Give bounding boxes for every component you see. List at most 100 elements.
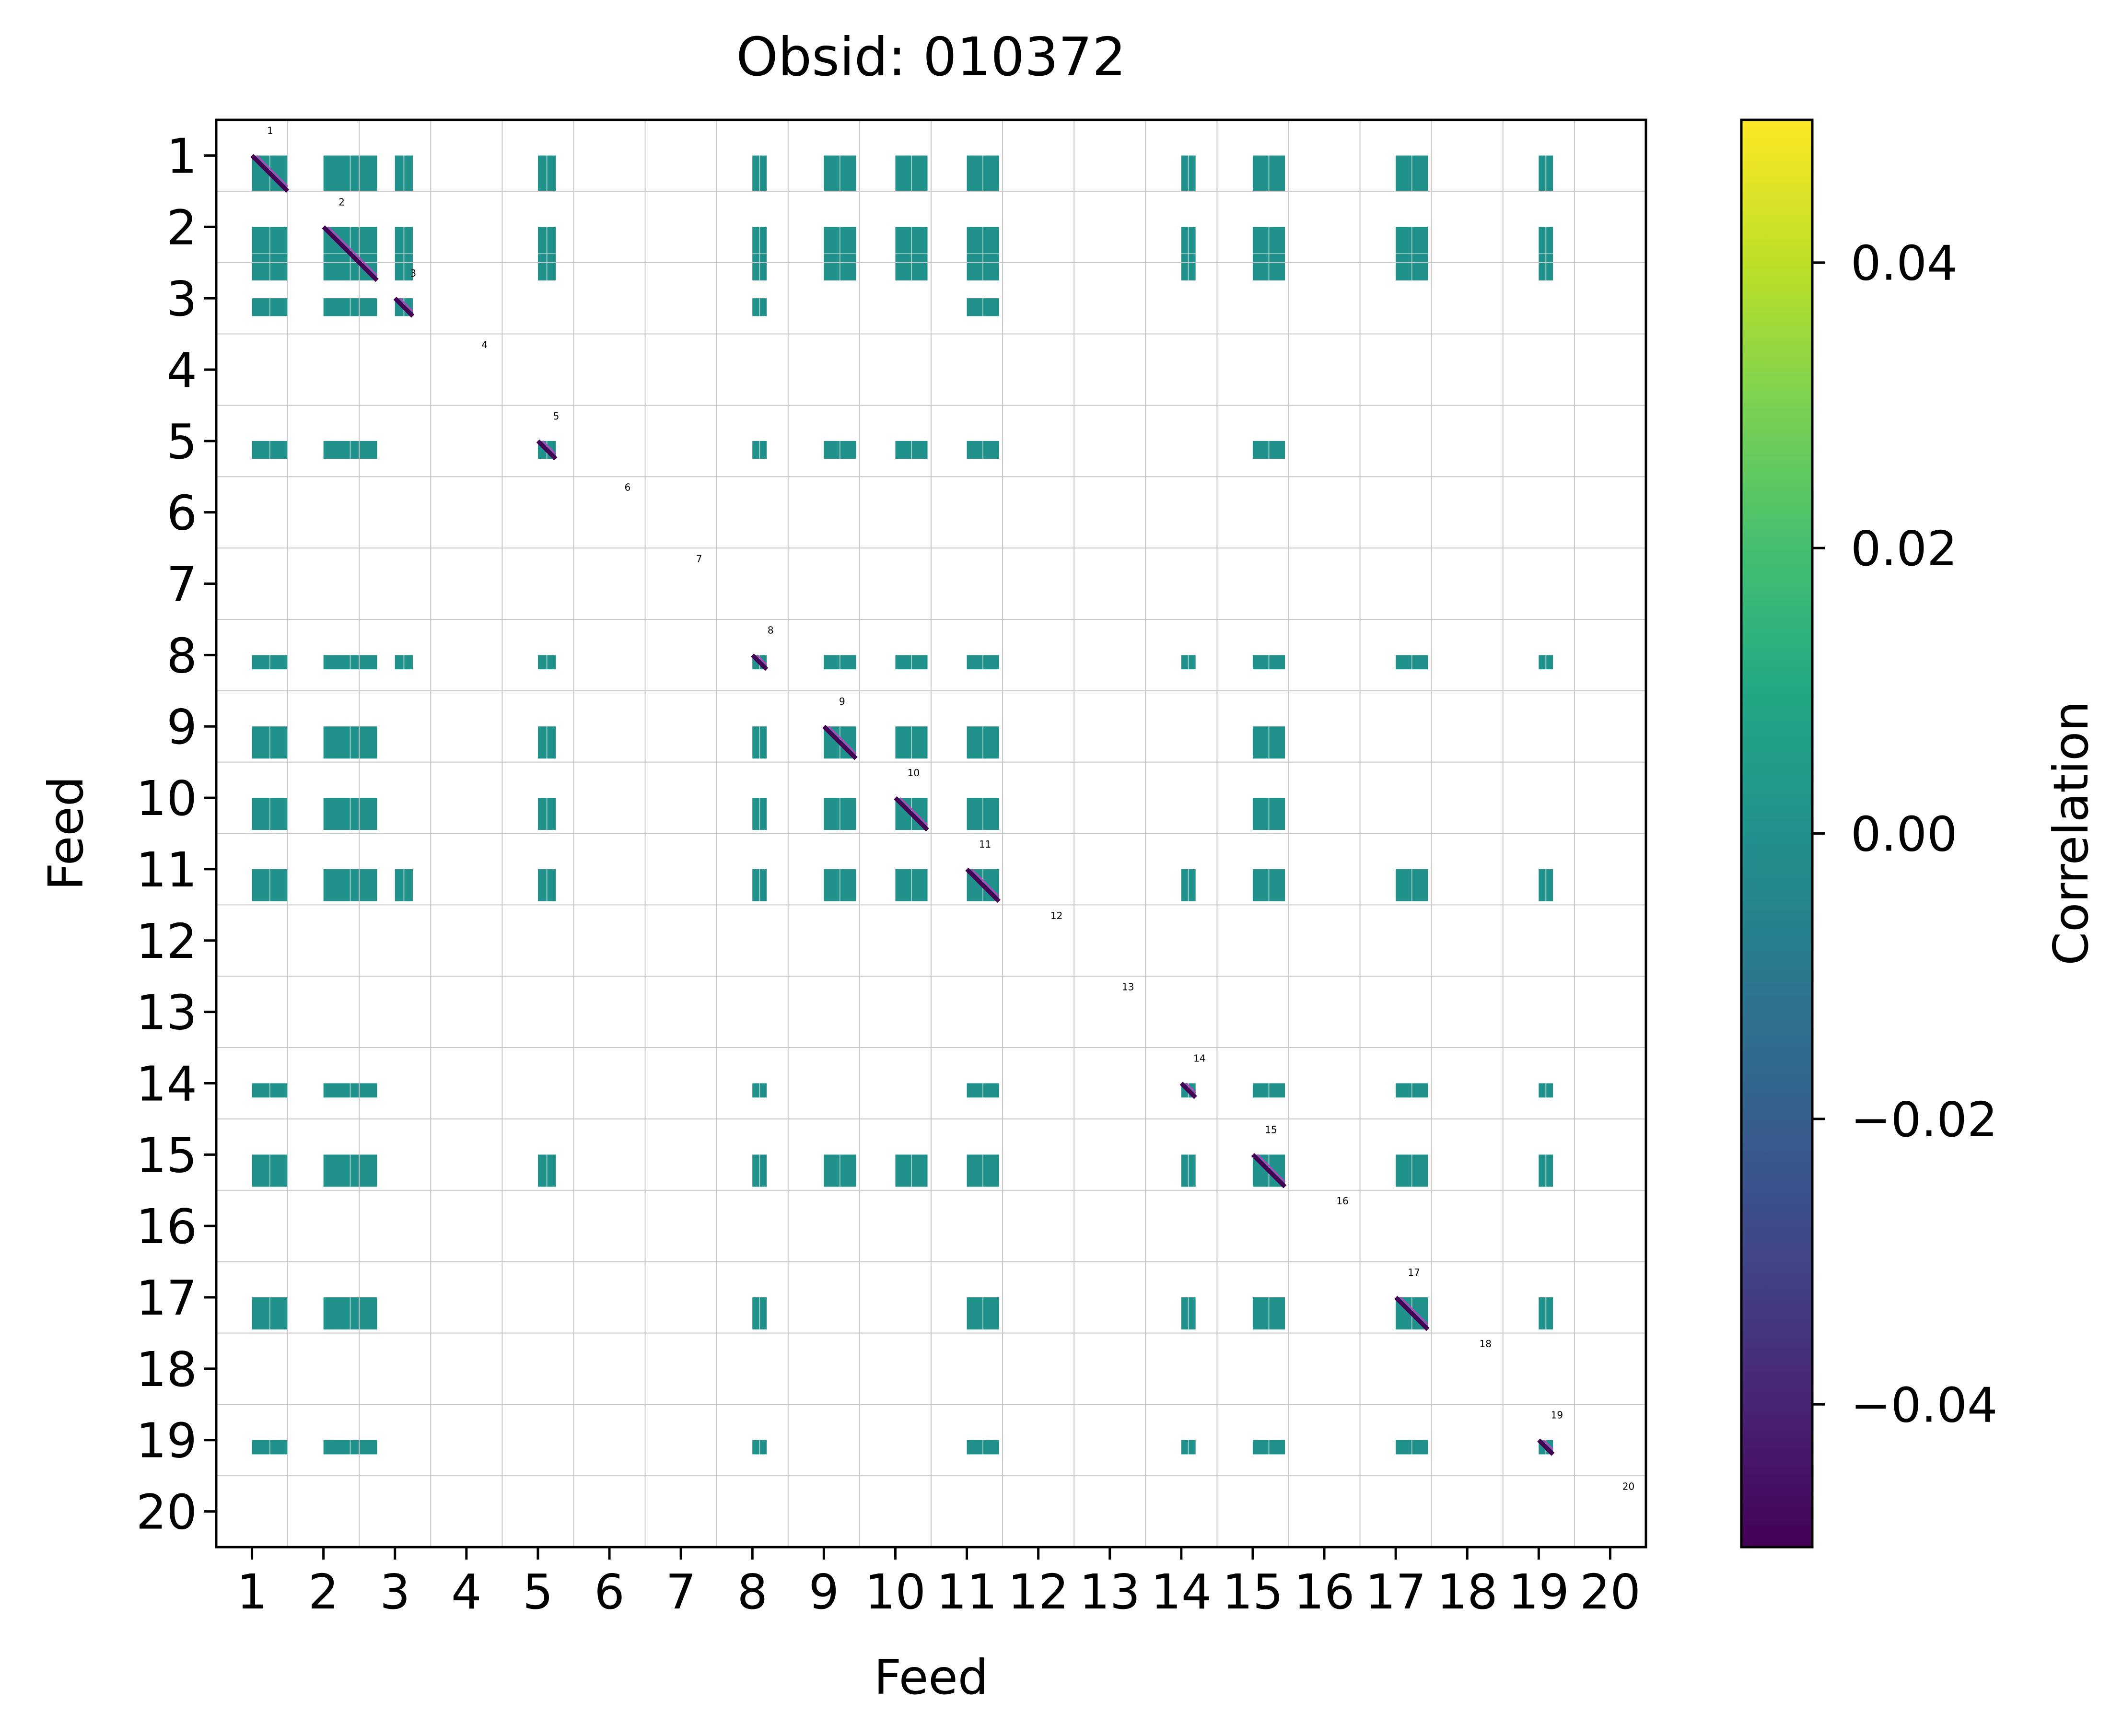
block-2-5 — [537, 227, 556, 280]
block-8-3 — [395, 655, 413, 670]
x-tick-label: 19 — [1508, 1564, 1569, 1620]
block-19-14 — [1181, 1440, 1196, 1455]
block-9-1 — [252, 726, 288, 759]
block-9-15 — [1252, 726, 1285, 759]
diagonal-label: 3 — [410, 268, 416, 279]
diagonal-label: 13 — [1122, 981, 1134, 993]
block-19-2 — [323, 1440, 377, 1455]
block-2-14 — [1181, 227, 1196, 280]
block-2-1 — [252, 227, 288, 280]
x-tick-label: 11 — [936, 1564, 997, 1620]
block-14-1 — [252, 1083, 288, 1098]
y-tick-label: 16 — [136, 1199, 197, 1255]
block-14-15 — [1252, 1083, 1285, 1098]
y-tick-label: 18 — [136, 1341, 197, 1398]
block-3-8 — [752, 298, 767, 316]
block-19-8 — [752, 1440, 767, 1455]
block-1-10 — [895, 155, 928, 191]
x-tick-label: 17 — [1365, 1564, 1426, 1620]
diagonal-label: 14 — [1193, 1052, 1205, 1064]
diagonal-accent — [1185, 1083, 1196, 1094]
block-15-8 — [752, 1154, 767, 1187]
diagonal-label: 16 — [1336, 1195, 1348, 1207]
block-1-19 — [1539, 155, 1553, 191]
x-tick-label: 6 — [594, 1564, 625, 1620]
plot-frame — [215, 118, 1647, 1549]
block-10-9 — [824, 798, 856, 830]
diagonal-label: 7 — [696, 553, 702, 565]
x-tick-label: 16 — [1294, 1564, 1354, 1620]
diagonal-line — [322, 225, 379, 282]
block-2-3 — [395, 227, 413, 280]
x-axis-label: Feed — [874, 1649, 989, 1705]
diagonal-label: 6 — [625, 482, 631, 493]
block-15-17 — [1396, 1154, 1428, 1187]
block-8-11 — [967, 655, 999, 670]
y-tick-label: 1 — [166, 128, 197, 184]
x-tick-label: 8 — [737, 1564, 768, 1620]
block-11-10 — [895, 869, 928, 901]
block-9-11 — [967, 726, 999, 759]
block-2-11 — [967, 227, 999, 280]
block-11-8 — [752, 869, 767, 901]
x-tick-label: 9 — [809, 1564, 840, 1620]
diagonal-accent — [1400, 1296, 1429, 1326]
diagonal-label: 2 — [338, 196, 345, 208]
block-11-17 — [1396, 869, 1428, 901]
block-11-15 — [1252, 869, 1285, 901]
block-9-2 — [323, 726, 377, 759]
x-tick-label: 1 — [237, 1564, 268, 1620]
block-19-11 — [967, 1440, 999, 1455]
block-3-11 — [967, 298, 999, 316]
block-5-15 — [1252, 441, 1285, 459]
block-8-1 — [252, 655, 288, 670]
block-15-9 — [824, 1154, 856, 1187]
block-5-1 — [252, 441, 288, 459]
diagonal-line — [894, 796, 929, 832]
block-10-15 — [1252, 798, 1285, 830]
block-9-8 — [752, 726, 767, 759]
block-8-19 — [1539, 655, 1553, 670]
diagonal-line — [250, 154, 290, 193]
block-1-9 — [824, 155, 856, 191]
grid-lines — [216, 120, 1646, 1547]
y-tick-label: 19 — [136, 1413, 197, 1469]
block-1-15 — [1252, 155, 1285, 191]
diagonal-line — [1179, 1082, 1197, 1099]
colorbar-tick-label: −0.02 — [1851, 1092, 1997, 1148]
block-14-11 — [967, 1083, 999, 1098]
block-14-19 — [1539, 1083, 1553, 1098]
y-tick-label: 17 — [136, 1270, 197, 1326]
x-tick-label: 4 — [451, 1564, 482, 1620]
block-11-14 — [1181, 869, 1196, 901]
block-15-19 — [1539, 1154, 1553, 1187]
y-tick-label: 9 — [166, 699, 197, 755]
diagonal-label: 18 — [1480, 1338, 1492, 1350]
block-8-2 — [323, 655, 377, 670]
block-10-8 — [752, 798, 767, 830]
x-tick-label: 2 — [308, 1564, 339, 1620]
diagonal-accent — [1257, 1154, 1286, 1183]
diagonal-label: 12 — [1050, 910, 1062, 921]
diagonal-label: 20 — [1622, 1481, 1634, 1492]
y-tick-label: 15 — [136, 1127, 197, 1183]
block-15-14 — [1181, 1154, 1196, 1187]
diagonal-line — [1251, 1153, 1287, 1188]
block-1-17 — [1396, 155, 1428, 191]
block-15-2 — [323, 1154, 377, 1187]
x-tick-label: 10 — [865, 1564, 926, 1620]
colorbar-tick-label: −0.04 — [1851, 1377, 1997, 1433]
colorbar-tick-label: 0.02 — [1851, 521, 1958, 577]
x-axis-ticks: 1 2 3 4 5 6 7 8 9 10 11 12 13 14 15 16 17 18 19 20 — [237, 1547, 1641, 1620]
block-8-10 — [895, 655, 928, 670]
block-11-3 — [395, 869, 413, 901]
block-1-14 — [1181, 155, 1196, 191]
block-17-11 — [967, 1297, 999, 1330]
block-19-17 — [1396, 1440, 1428, 1455]
block-3-1 — [252, 298, 288, 316]
block-15-1 — [252, 1154, 288, 1187]
x-tick-label: 15 — [1222, 1564, 1283, 1620]
y-tick-label: 5 — [166, 414, 197, 470]
